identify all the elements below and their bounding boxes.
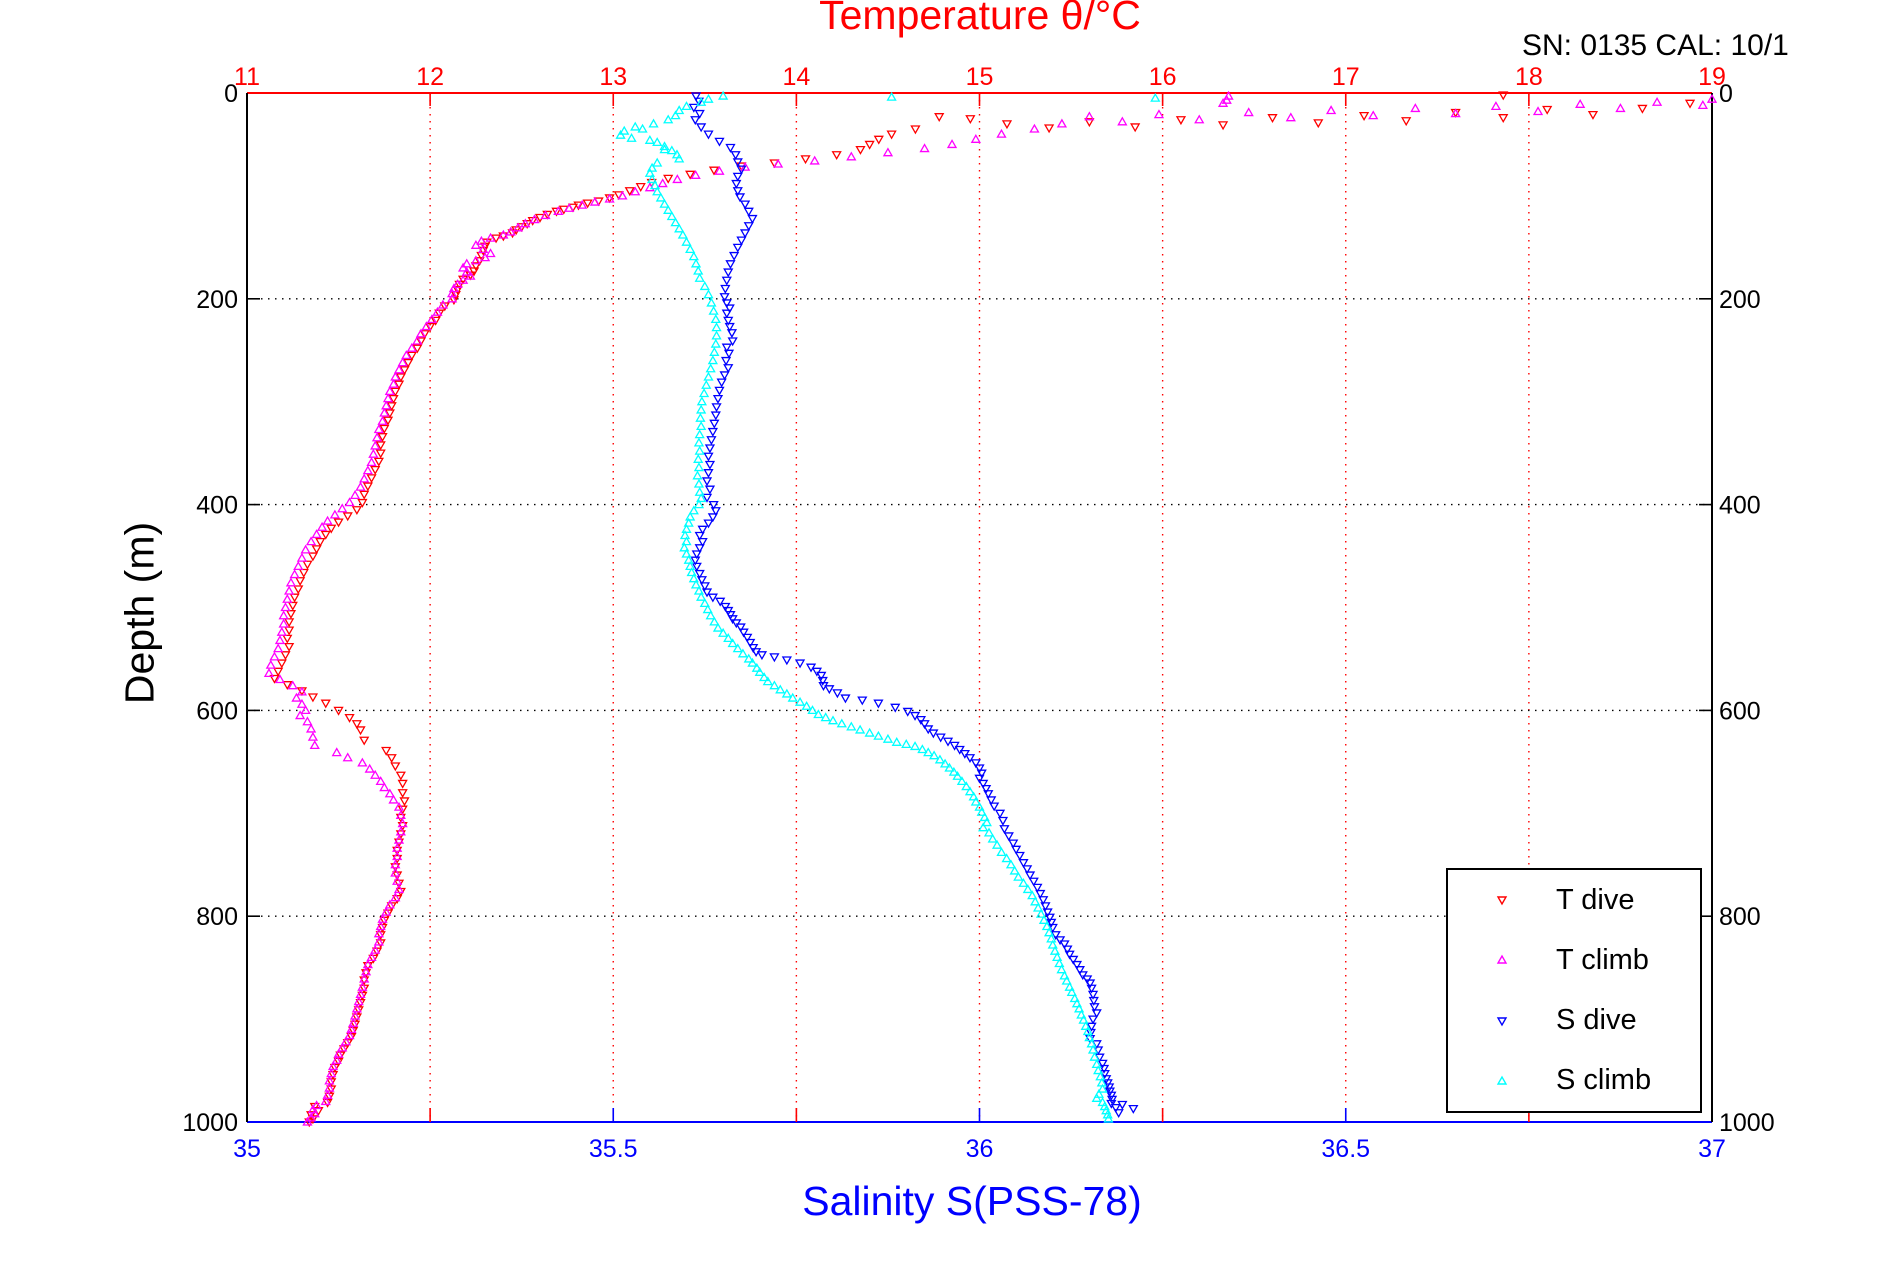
svg-text:200: 200 (1719, 286, 1761, 314)
top-axis-title: Temperature θ/°C (819, 0, 1141, 38)
legend-label: S climb (1556, 1064, 1652, 1097)
svg-text:400: 400 (196, 492, 238, 520)
legend-label: S dive (1556, 1004, 1637, 1037)
down-triangle-icon (1448, 892, 1556, 908)
svg-text:0: 0 (1719, 80, 1733, 108)
svg-text:800: 800 (1719, 903, 1761, 931)
svg-text:18: 18 (1515, 63, 1543, 91)
svg-text:35.5: 35.5 (589, 1135, 638, 1163)
svg-text:19: 19 (1698, 63, 1726, 91)
up-triangle-icon (1448, 1073, 1556, 1089)
svg-text:400: 400 (1719, 492, 1761, 520)
svg-text:600: 600 (1719, 697, 1761, 725)
svg-text:13: 13 (599, 63, 627, 91)
svg-text:1000: 1000 (1719, 1109, 1775, 1137)
legend-item-s-climb: S climb (1448, 1053, 1700, 1109)
svg-text:11: 11 (234, 63, 260, 91)
svg-text:800: 800 (196, 903, 238, 931)
svg-text:36: 36 (966, 1135, 994, 1163)
svg-text:12: 12 (416, 63, 444, 91)
svg-text:17: 17 (1332, 63, 1360, 91)
bottom-axis-title: Salinity S(PSS-78) (802, 1178, 1142, 1224)
svg-text:600: 600 (196, 697, 238, 725)
svg-text:15: 15 (966, 63, 994, 91)
down-triangle-icon (1448, 1013, 1556, 1029)
sn-cal-annotation: SN: 0135 CAL: 10/1 (1522, 29, 1789, 62)
legend-item-s-dive: S dive (1448, 993, 1700, 1049)
svg-text:0: 0 (224, 80, 238, 108)
svg-text:14: 14 (782, 63, 810, 91)
legend-item-t-climb: T climb (1448, 932, 1700, 988)
svg-text:36.5: 36.5 (1321, 1135, 1370, 1163)
svg-text:1000: 1000 (182, 1109, 238, 1137)
svg-text:16: 16 (1149, 63, 1177, 91)
legend-box: T dive T climb S dive S climb (1446, 868, 1702, 1113)
legend-item-t-dive: T dive (1448, 872, 1700, 928)
up-triangle-icon (1448, 952, 1556, 968)
svg-text:35: 35 (233, 1135, 261, 1163)
legend-label: T dive (1556, 883, 1635, 916)
svg-text:37: 37 (1698, 1135, 1726, 1163)
y-axis-title: Depth (m) (116, 521, 163, 705)
legend-label: T climb (1556, 943, 1649, 976)
svg-text:200: 200 (196, 286, 238, 314)
